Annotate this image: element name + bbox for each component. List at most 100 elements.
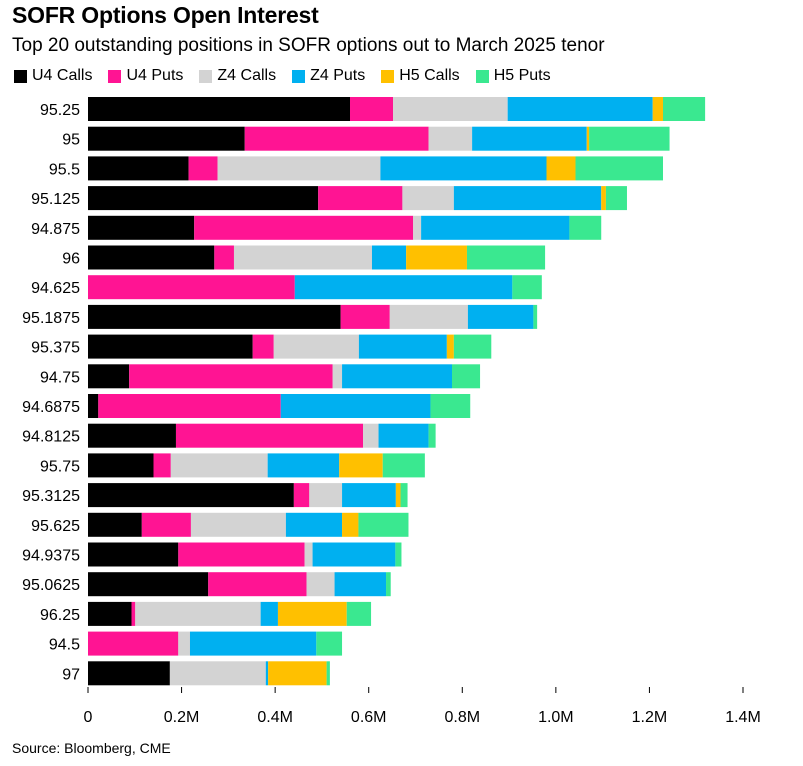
bar-segment-h5-calls (277, 601, 347, 626)
bar-segment-z4-puts (312, 542, 396, 567)
bar-segment-u4-calls (88, 186, 319, 211)
legend-item-u4-calls: U4 Calls (14, 67, 92, 85)
bar-segment-z4-puts (280, 394, 431, 418)
bar-segment-z4-puts (507, 97, 653, 121)
bar-segment-h5-calls (268, 661, 327, 686)
bar-segment-u4-puts (252, 334, 274, 359)
bar-segment-z4-puts (342, 364, 452, 389)
bar-segment-z4-puts (189, 631, 317, 656)
bar-segment-z4-puts (260, 601, 278, 626)
bar-segment-h5-puts (589, 126, 670, 151)
legend-label: Z4 Calls (217, 67, 277, 84)
x-tick-label: 1.2M (632, 709, 668, 726)
category-label: 95 (62, 132, 80, 149)
bar-segment-h5-puts (346, 601, 372, 626)
legend-label: H5 Calls (399, 67, 460, 84)
bar-segment-h5-calls (339, 453, 383, 478)
bar-segment-u4-puts (88, 275, 295, 300)
bar-segment-u4-puts (188, 156, 218, 181)
bar-segment-h5-calls (395, 483, 401, 508)
x-tick-label: 0.4M (257, 709, 293, 726)
legend-item-z4-calls: Z4 Calls (199, 67, 276, 85)
chart-subtitle: Top 20 outstanding positions in SOFR opt… (12, 35, 605, 56)
bar-segment-h5-puts (605, 186, 627, 211)
bar-segment-u4-puts (129, 364, 333, 389)
bar-segment-h5-puts (326, 661, 330, 686)
legend-item-u4-puts: U4 Puts (108, 67, 183, 85)
bar-segment-z4-puts (285, 512, 343, 537)
bar-segment-z4-calls (428, 126, 473, 151)
bar-segment-z4-calls (178, 631, 190, 656)
legend-label: H5 Puts (493, 67, 551, 84)
bar-segment-u4-puts (175, 423, 364, 448)
bar-segment-h5-calls (446, 334, 454, 359)
legend-swatch (475, 69, 489, 83)
bar-segment-z4-calls (332, 364, 343, 389)
legend-swatch (199, 69, 213, 83)
bar-segment-u4-puts (98, 394, 281, 418)
legend-swatch (381, 69, 395, 83)
bar-segment-h5-puts (382, 453, 425, 478)
bar-segment-z4-puts (371, 245, 407, 270)
category-label: 95.75 (40, 458, 80, 475)
x-tick-label: 0.6M (351, 709, 387, 726)
x-tick-label: 0.8M (444, 709, 480, 726)
category-label: 94.5 (49, 637, 80, 654)
x-tick-label: 0.2M (164, 709, 200, 726)
bar-segment-z4-puts (265, 661, 269, 686)
bar-segment-h5-puts (428, 423, 436, 448)
bar-segment-z4-calls (169, 661, 266, 686)
legend-swatch (108, 69, 122, 83)
bar-segment-h5-puts (451, 364, 481, 389)
category-label: 95.25 (40, 102, 80, 119)
bar-segment-h5-puts (663, 97, 706, 121)
category-label: 95.125 (31, 191, 80, 208)
bar-segment-u4-calls (88, 661, 170, 686)
bar-segment-z4-calls (233, 245, 372, 270)
bar-segment-z4-calls (389, 304, 468, 329)
bar-segment-h5-puts (533, 304, 538, 329)
bar-segment-u4-calls (88, 512, 142, 537)
bar-segment-u4-puts (350, 97, 394, 121)
bar-segment-z4-puts (472, 126, 587, 151)
category-label: 95.625 (31, 518, 80, 535)
bar-segment-h5-puts (466, 245, 546, 270)
bar-segment-h5-calls (652, 97, 663, 121)
bar-segment-z4-calls (402, 186, 454, 211)
bar-segment-u4-calls (88, 542, 179, 567)
bar-segment-u4-puts (194, 215, 414, 240)
bar-segment-u4-calls (88, 394, 99, 418)
category-label: 95.0625 (22, 577, 80, 594)
legend-swatch (14, 69, 27, 83)
category-label: 94.875 (31, 221, 80, 238)
bar-segment-u4-calls (88, 572, 209, 597)
bar-segment-u4-calls (88, 126, 245, 151)
bar-segment-u4-calls (88, 156, 189, 181)
bar-segment-h5-calls (406, 245, 467, 270)
bar-segment-h5-puts (358, 512, 409, 537)
bar-segment-u4-calls (88, 97, 350, 121)
category-label: 94.9375 (22, 548, 80, 565)
bar-segment-u4-puts (141, 512, 191, 537)
bar-segment-u4-puts (244, 126, 429, 151)
bar-segment-z4-calls (135, 601, 261, 626)
bar-segment-h5-puts (575, 156, 663, 181)
category-label: 94.625 (31, 280, 80, 297)
category-label: 94.75 (40, 369, 80, 386)
bar-segment-z4-calls (413, 215, 422, 240)
bar-segment-u4-puts (214, 245, 234, 270)
category-label: 97 (62, 666, 80, 683)
legend-item-h5-calls: H5 Calls (381, 67, 460, 85)
legend-label: Z4 Puts (310, 67, 366, 84)
bar-segment-z4-calls (393, 97, 508, 121)
bar-segment-h5-puts (386, 572, 391, 597)
bar-segment-h5-calls (342, 512, 359, 537)
bar-segment-h5-puts (430, 394, 471, 418)
bar-segment-u4-puts (88, 631, 179, 656)
bar-segment-u4-calls (88, 334, 253, 359)
bar-segment-z4-puts (453, 186, 602, 211)
bar-segment-h5-puts (395, 542, 402, 567)
x-tick-label: 1.0M (538, 709, 574, 726)
bar-segment-h5-calls (601, 186, 606, 211)
